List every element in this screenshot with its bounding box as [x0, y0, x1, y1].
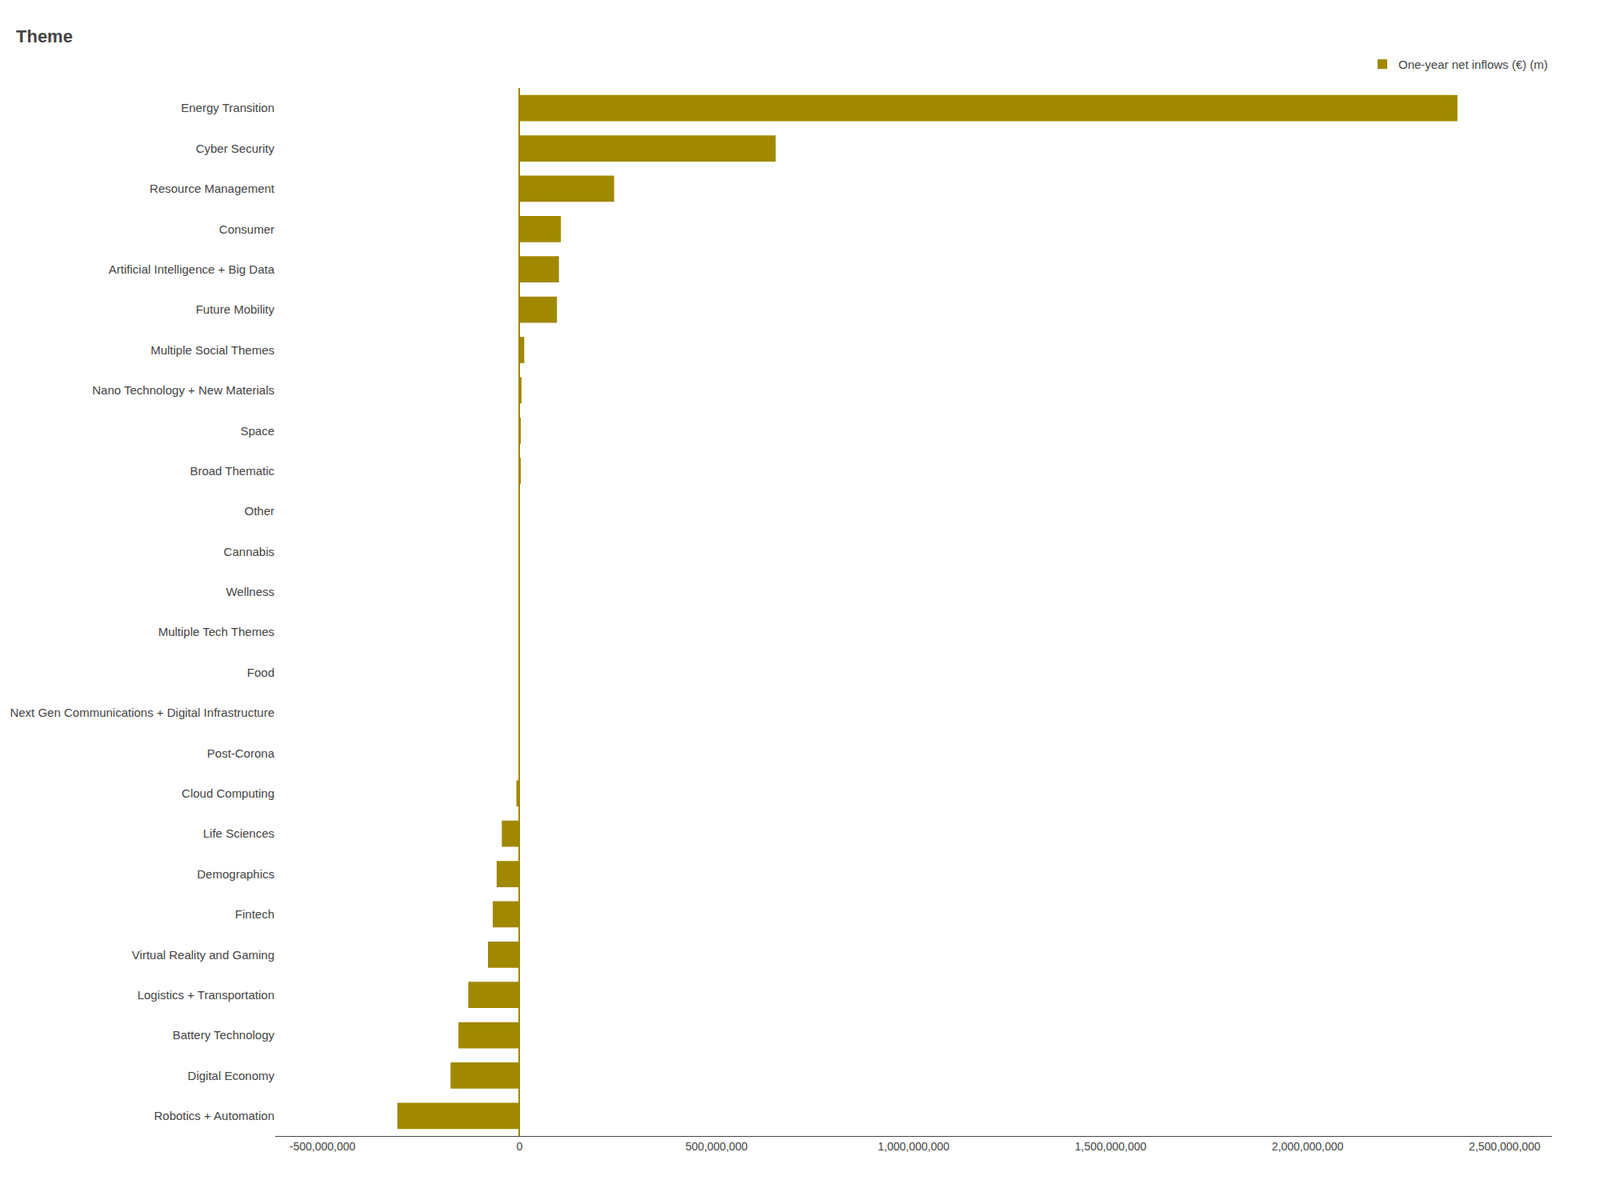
- svg-text:Future Mobility: Future Mobility: [196, 302, 276, 316]
- svg-text:One-year net inflows (€) (m): One-year net inflows (€) (m): [1398, 57, 1548, 72]
- svg-text:Other: Other: [244, 504, 275, 518]
- svg-text:Space: Space: [240, 424, 275, 438]
- svg-text:Artificial Intelligence + Big: Artificial Intelligence + Big Data: [108, 262, 276, 276]
- svg-text:Cyber Security: Cyber Security: [196, 141, 276, 156]
- svg-text:0: 0: [516, 1140, 524, 1153]
- svg-text:Cannabis: Cannabis: [224, 544, 275, 559]
- svg-text:1,500,000,000: 1,500,000,000: [1075, 1140, 1148, 1153]
- svg-text:Battery Technology: Battery Technology: [172, 1028, 276, 1042]
- svg-text:Post-Corona: Post-Corona: [207, 746, 276, 760]
- svg-text:-500,000,000: -500,000,000: [289, 1140, 356, 1153]
- svg-text:Energy Transition: Energy Transition: [180, 100, 275, 115]
- svg-text:500,000,000: 500,000,000: [685, 1140, 748, 1153]
- svg-text:Robotics + Automation: Robotics + Automation: [153, 1108, 275, 1123]
- svg-text:Next Gen Communications + Digi: Next Gen Communications + Digital Infras…: [9, 705, 275, 720]
- svg-text:Multiple Social Themes: Multiple Social Themes: [150, 343, 275, 357]
- svg-text:Consumer: Consumer: [219, 222, 275, 236]
- svg-text:Broad Thematic: Broad Thematic: [189, 464, 275, 478]
- svg-text:Life Sciences: Life Sciences: [203, 826, 275, 840]
- svg-text:Fintech: Fintech: [235, 907, 275, 921]
- svg-text:Nano Technology + New Material: Nano Technology + New Materials: [92, 383, 275, 397]
- svg-text:Resource Management: Resource Management: [149, 181, 276, 196]
- svg-text:Cloud Computing: Cloud Computing: [181, 786, 275, 800]
- svg-text:Demographics: Demographics: [196, 867, 275, 881]
- svg-text:1,000,000,000: 1,000,000,000: [877, 1140, 950, 1153]
- svg-text:2,500,000,000: 2,500,000,000: [1468, 1140, 1541, 1153]
- svg-text:Wellness: Wellness: [225, 584, 275, 599]
- svg-text:Multiple Tech Themes: Multiple Tech Themes: [158, 624, 275, 639]
- svg-text:Digital Economy: Digital Economy: [188, 1068, 276, 1083]
- svg-text:Theme: Theme: [16, 26, 73, 47]
- svg-text:Virtual Reality and Gaming: Virtual Reality and Gaming: [132, 948, 275, 962]
- svg-text:Logistics + Transportation: Logistics + Transportation: [137, 988, 275, 1002]
- svg-text:Food: Food: [247, 665, 275, 680]
- svg-text:2,000,000,000: 2,000,000,000: [1272, 1140, 1344, 1153]
